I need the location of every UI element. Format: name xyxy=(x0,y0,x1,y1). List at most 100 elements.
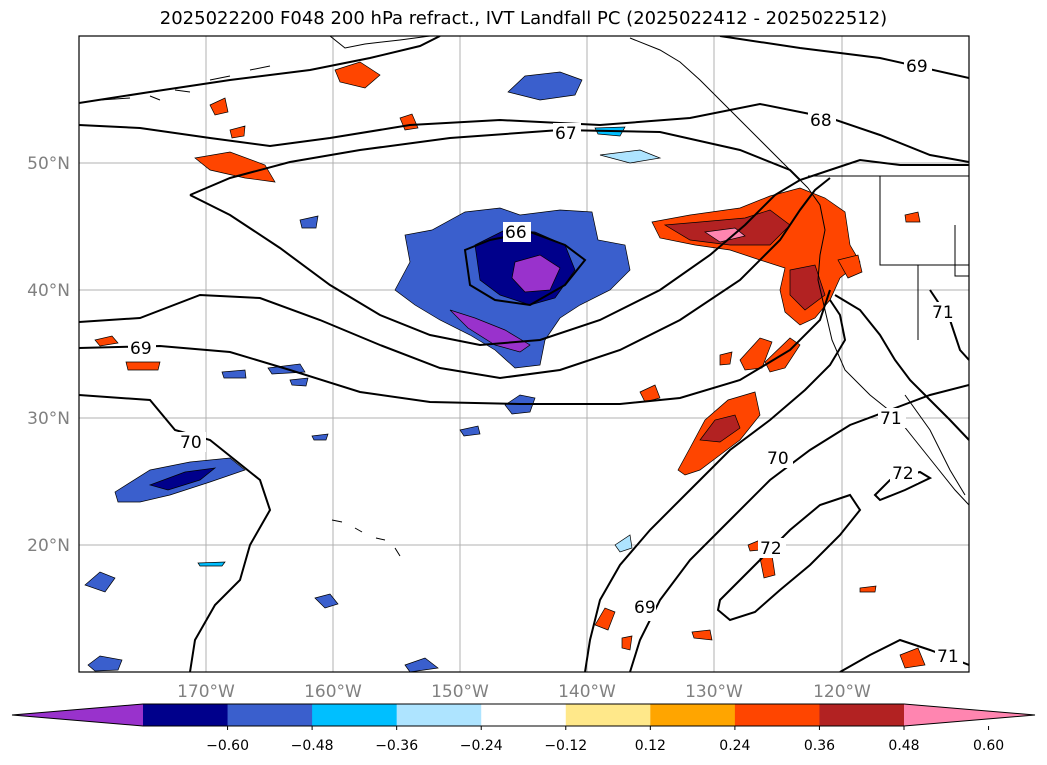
bc-wa-coast xyxy=(807,187,969,506)
blue-blob-sw2 xyxy=(87,655,123,672)
contour-label: 72 xyxy=(760,539,782,559)
purple-core-central xyxy=(511,254,561,293)
orange-blob-coast-s xyxy=(837,254,863,279)
orange-blob-nw4 xyxy=(229,125,246,139)
contour-label: 71 xyxy=(932,303,954,323)
colorbar-segment xyxy=(312,704,398,726)
positive-anomaly-regions xyxy=(94,61,926,669)
blue-blob-mid9 xyxy=(404,657,439,672)
colorbar-extend-low xyxy=(12,704,143,726)
coastlines xyxy=(99,36,969,557)
contour-69-west xyxy=(79,289,831,405)
lon-label: 130°W xyxy=(685,682,743,702)
lat-label: 30°N xyxy=(27,409,70,429)
orange-blob-se2 xyxy=(904,211,921,223)
colorbar-tick-label: 0.36 xyxy=(804,738,835,754)
blue-blob-mid6 xyxy=(289,377,309,387)
alaska-coast xyxy=(329,36,431,49)
colorbar-tick-label: −0.36 xyxy=(375,738,418,754)
red-core-coast2 xyxy=(789,264,826,311)
contour-label: 72 xyxy=(892,464,914,484)
orange-blob-mid1 xyxy=(739,337,773,371)
colorbar-tick-label: 0.48 xyxy=(888,738,919,754)
contour-70 xyxy=(79,394,272,672)
colorbar-segment xyxy=(481,704,567,726)
orange-blob-nw3 xyxy=(209,97,229,116)
contour-label: 66 xyxy=(505,223,527,243)
cyan-blob-sw xyxy=(197,561,226,567)
contour-70-east xyxy=(584,299,847,672)
contour-69-north xyxy=(79,36,441,104)
lon-label: 150°W xyxy=(431,682,489,702)
contour-67 xyxy=(189,128,969,347)
colorbar-tick-label: −0.24 xyxy=(460,738,503,754)
colorbar-segment xyxy=(819,704,905,726)
cyan-blob-se xyxy=(614,534,633,553)
inland-borders xyxy=(879,176,969,340)
contour-label: 67 xyxy=(555,124,577,144)
latitude-labels: 50°N 40°N 30°N 20°N xyxy=(27,154,70,556)
blue-blob-mid3 xyxy=(299,215,319,229)
colorbar-tick-label: −0.48 xyxy=(291,738,334,754)
contour-label: 69 xyxy=(906,57,928,77)
blue-blob-mid2 xyxy=(459,425,481,437)
colorbar-tick-label: −0.60 xyxy=(206,738,249,754)
colorbar-segment xyxy=(565,704,651,726)
lon-label: 120°W xyxy=(813,682,871,702)
orange-blob-se1 xyxy=(899,647,926,669)
contour-label: 71 xyxy=(937,647,959,667)
colorbar-tick-label: 0.60 xyxy=(973,738,1004,754)
red-core-south xyxy=(699,414,741,443)
orange-blob-mid4 xyxy=(719,351,733,366)
navy-core-west xyxy=(148,467,217,491)
colorbar-tick-label: −0.12 xyxy=(544,738,587,754)
colorbar-extend-high xyxy=(904,704,1035,726)
longitude-labels: 170°W 160°W 150°W 140°W 130°W 120°W xyxy=(177,682,871,702)
aleutian-chain xyxy=(99,65,271,101)
contour-68 xyxy=(79,102,969,163)
orange-blob-south5 xyxy=(691,629,713,641)
colorbar-tick-label: 0.12 xyxy=(635,738,666,754)
map-title: 2025022200 F048 200 hPa refract., IVT La… xyxy=(159,8,888,29)
lat-label: 50°N xyxy=(27,154,70,174)
orange-blob-south2 xyxy=(621,635,633,651)
hawaii-islands xyxy=(331,519,401,557)
colorbar-tick-label: 0.24 xyxy=(719,738,750,754)
contour-label: 69 xyxy=(130,339,152,359)
pink-core-coast xyxy=(704,227,746,243)
blue-blob-mid8 xyxy=(314,593,339,609)
orange-blob-nw1 xyxy=(334,61,381,89)
blue-blob-north xyxy=(507,71,583,101)
colorbar-segment xyxy=(143,704,229,726)
orange-blob-west2 xyxy=(125,361,161,371)
orange-blob-west1 xyxy=(94,335,119,347)
contour-label-group: 69 67 68 66 69 70 70 71 71 72 72 69 71 xyxy=(128,56,963,667)
lon-label: 170°W xyxy=(177,682,235,702)
orange-blob-mid3 xyxy=(639,384,661,403)
gridlines xyxy=(79,36,969,672)
colorbar: −0.60 −0.48 −0.36 −0.24 −0.12 0.12 0.24 0.36 0.4… xyxy=(11,703,1036,754)
colorbar-outline xyxy=(11,703,1036,727)
cyan-blob-north2 xyxy=(599,149,662,164)
contour-label: 71 xyxy=(880,409,902,429)
blue-blob-mid5 xyxy=(221,369,247,379)
blue-blob-sw1 xyxy=(84,571,116,593)
baja-coast xyxy=(904,394,966,496)
colorbar-segment xyxy=(227,704,313,726)
contour-label: 70 xyxy=(767,449,789,469)
contour-71-coast xyxy=(834,294,969,441)
blue-blob-mid7 xyxy=(311,433,329,441)
contour-69-mid xyxy=(79,177,831,380)
contour-label: 68 xyxy=(810,111,832,131)
contour-label: 69 xyxy=(634,598,656,618)
colorbar-segment xyxy=(396,704,482,726)
lon-label: 140°W xyxy=(558,682,616,702)
colorbar-segment xyxy=(650,704,736,726)
plot-frame xyxy=(78,35,970,673)
orange-blob-south1 xyxy=(594,607,616,631)
lat-label: 20°N xyxy=(27,536,70,556)
lon-label: 160°W xyxy=(304,682,362,702)
contour-label: 70 xyxy=(180,433,202,453)
lat-label: 40°N xyxy=(27,281,70,301)
